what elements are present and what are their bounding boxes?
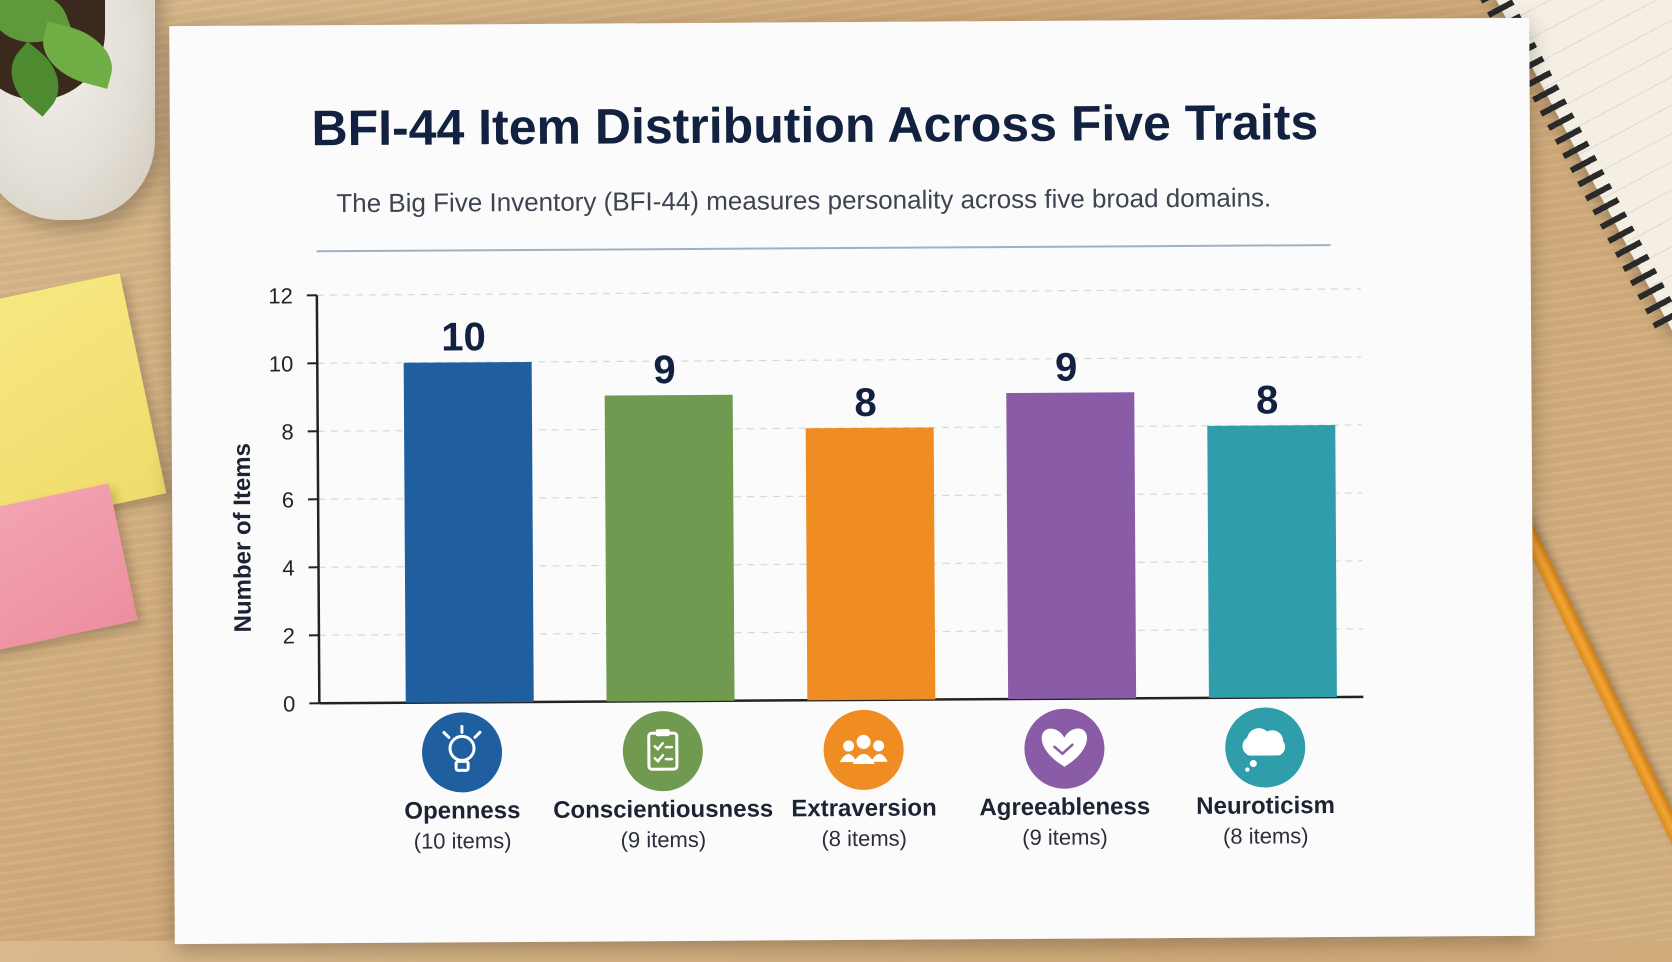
category-sublabel: (8 items) [821,826,907,852]
plant-pot [0,0,155,220]
category-labels: Openness (10 items) Conscientiousness (9 it… [404,707,1335,854]
sticky-note-pink [0,483,138,656]
bar-value-label: 9 [1055,346,1078,390]
y-tick-label: 12 [268,283,293,308]
bar-extraversion [806,428,936,701]
bar-chart: BFI-44 Item Distribution Across Five Tra… [169,18,1535,944]
category-label: Agreeableness [979,793,1150,821]
category-label: Extraversion [791,794,937,822]
grid-line [317,289,1361,295]
bar-agreeableness [1006,392,1136,699]
clipboard-checklist-icon [623,711,703,791]
thought-cloud-icon [1225,707,1305,787]
people-group-icon [823,710,903,790]
y-tick-label: 6 [282,487,294,512]
bar-openness [404,362,534,703]
chart-subtitle: The Big Five Inventory (BFI-44) measures… [336,182,1271,218]
bar-value-label: 10 [441,315,486,359]
category-sublabel: (9 items) [621,827,707,853]
category-label: Conscientiousness [553,795,773,823]
category-sublabel: (9 items) [1022,824,1108,850]
bar-neuroticism [1207,425,1337,698]
bar-value-label: 9 [653,348,676,392]
y-tick-label: 0 [283,691,295,716]
title-divider [317,245,1331,251]
category-label: Neuroticism [1196,792,1335,820]
lightbulb-icon [422,712,502,792]
bar-value-label: 8 [1256,378,1279,422]
chart-paper: BFI-44 Item Distribution Across Five Tra… [169,18,1535,944]
category-sublabel: (8 items) [1223,823,1309,849]
category-sublabel: (10 items) [414,828,512,854]
category-label: Openness [404,797,520,825]
bars: 10 9 8 9 8 [403,310,1337,703]
bar-conscientiousness [605,395,735,702]
y-axis-label: Number of Items [229,443,257,633]
bar-value-label: 8 [854,381,877,425]
chart-title: BFI-44 Item Distribution Across Five Tra… [311,94,1318,156]
y-tick-label: 8 [281,419,293,444]
handshake-heart-icon [1024,708,1104,788]
y-tick-label: 4 [282,555,294,580]
y-axis-line [317,295,319,703]
y-tick-label: 2 [283,623,295,648]
y-tick-label: 10 [269,351,294,376]
